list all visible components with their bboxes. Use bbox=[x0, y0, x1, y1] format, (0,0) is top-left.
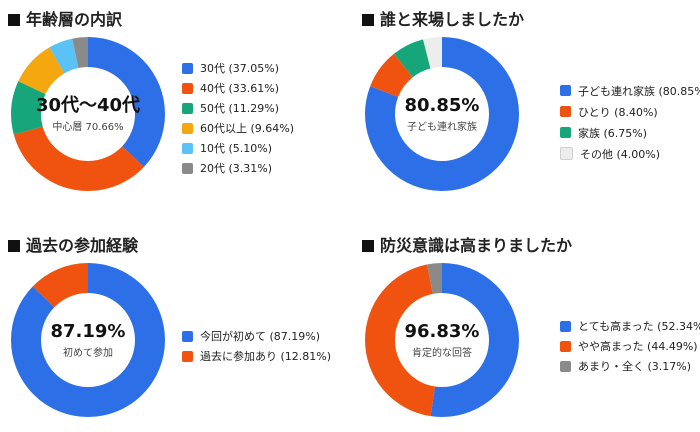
who-legend-swatch bbox=[560, 85, 571, 96]
companion-legend: 子ども連れ家族 (80.85%) ひとり (8.40%) 家族 (6.75%) その他… bbox=[560, 80, 700, 164]
age-legend-label: 60代以上 (9.64%) bbox=[200, 122, 295, 135]
title-square-icon bbox=[8, 14, 20, 26]
who-legend-swatch bbox=[560, 106, 571, 117]
age-legend-swatch bbox=[182, 142, 193, 154]
awareness-donut bbox=[362, 260, 522, 420]
bosai-legend-item: やや高まった (44.49%) bbox=[560, 336, 700, 356]
bosai-legend-item: とても高まった (52.34%) bbox=[560, 316, 700, 336]
past-slice-1 bbox=[11, 263, 165, 417]
experience-legend: 今回が初めて (87.19%) 過去に参加あり (12.81%) bbox=[182, 326, 331, 366]
age-slice-1 bbox=[11, 37, 165, 191]
bosai-slice-1 bbox=[365, 263, 519, 417]
who-legend-label: 子ども連れ家族 (80.85%) bbox=[578, 84, 700, 98]
awareness-title: 防災意識は高まりましたか bbox=[362, 232, 572, 256]
companion-title: 誰と来場しましたか bbox=[362, 6, 524, 30]
who-legend-item: 子ども連れ家族 (80.85%) bbox=[560, 80, 700, 101]
age-legend-item: 40代 (33.61%) bbox=[182, 78, 294, 98]
who-slice-3 bbox=[365, 37, 519, 191]
age-panel: 年齢層の内訳 30代〜40代 中心層 70.66% 30代 (37.05%) 40… bbox=[8, 6, 348, 206]
bosai-slice-2 bbox=[365, 263, 519, 417]
companion-donut-svg bbox=[365, 37, 519, 191]
age-slice-2 bbox=[11, 37, 165, 191]
experience-panel: 過去の参加経験 87.19% 初めて参加 今回が初めて (87.19%) 過去に参… bbox=[8, 232, 348, 432]
awareness-title-text: 防災意識は高まりましたか bbox=[380, 236, 573, 255]
who-legend-swatch bbox=[560, 147, 573, 160]
past-legend-label: 過去に参加あり (12.81%) bbox=[200, 350, 332, 363]
past-legend-swatch bbox=[182, 350, 193, 362]
age-legend-item: 60代以上 (9.64%) bbox=[182, 118, 294, 138]
age-donut bbox=[8, 34, 168, 194]
title-square-icon bbox=[362, 14, 374, 26]
companion-title-text: 誰と来場しましたか bbox=[380, 10, 525, 29]
bosai-legend-swatch bbox=[560, 360, 571, 372]
age-legend-label: 10代 (5.10%) bbox=[200, 142, 273, 155]
experience-donut-svg bbox=[11, 263, 165, 417]
age-legend-swatch bbox=[182, 122, 193, 134]
title-square-icon bbox=[8, 240, 20, 252]
experience-title: 過去の参加経験 bbox=[8, 232, 138, 256]
age-legend-item: 20代 (3.31%) bbox=[182, 158, 294, 178]
experience-donut bbox=[8, 260, 168, 420]
who-legend-item: ひとり (8.40%) bbox=[560, 101, 700, 122]
past-legend-swatch bbox=[182, 330, 193, 342]
age-legend-label: 40代 (33.61%) bbox=[200, 82, 280, 95]
past-legend-item: 過去に参加あり (12.81%) bbox=[182, 346, 331, 366]
past-legend-item: 今回が初めて (87.19%) bbox=[182, 326, 331, 346]
age-legend-label: 30代 (37.05%) bbox=[200, 62, 280, 75]
experience-title-text: 過去の参加経験 bbox=[26, 236, 139, 255]
age-title: 年齢層の内訳 bbox=[8, 6, 122, 30]
awareness-panel: 防災意識は高まりましたか 96.83% 肯定的な回答 とても高まった (52.3… bbox=[362, 232, 700, 432]
bosai-legend-label: とても高まった (52.34%) bbox=[578, 320, 700, 333]
age-legend-label: 20代 (3.31%) bbox=[200, 162, 273, 175]
age-legend-swatch bbox=[182, 162, 193, 174]
companion-donut bbox=[362, 34, 522, 194]
age-legend-item: 10代 (5.10%) bbox=[182, 138, 294, 158]
age-legend-swatch bbox=[182, 102, 193, 114]
age-legend-swatch bbox=[182, 62, 193, 74]
who-legend-swatch bbox=[560, 127, 571, 138]
age-legend-swatch bbox=[182, 82, 193, 94]
who-legend-label: ひとり (8.40%) bbox=[578, 105, 658, 119]
age-legend: 30代 (37.05%) 40代 (33.61%) 50代 (11.29%) 60代以… bbox=[182, 58, 294, 178]
who-legend-label: その他 (4.00%) bbox=[580, 147, 661, 161]
bosai-legend-label: やや高まった (44.49%) bbox=[578, 340, 698, 353]
age-legend-item: 50代 (11.29%) bbox=[182, 98, 294, 118]
past-legend-label: 今回が初めて (87.19%) bbox=[200, 330, 321, 343]
companion-panel: 誰と来場しましたか 80.85% 子ども連れ家族 子ども連れ家族 (80.85%… bbox=[362, 6, 700, 206]
awareness-legend: とても高まった (52.34%) やや高まった (44.49%) あまり・全く (3… bbox=[560, 316, 700, 376]
who-legend-item: その他 (4.00%) bbox=[560, 143, 700, 164]
age-title-text: 年齢層の内訳 bbox=[26, 10, 123, 29]
age-legend-item: 30代 (37.05%) bbox=[182, 58, 294, 78]
bosai-legend-swatch bbox=[560, 320, 571, 332]
who-legend-label: 家族 (6.75%) bbox=[578, 126, 648, 140]
bosai-legend-label: あまり・全く (3.17%) bbox=[578, 360, 692, 373]
age-legend-label: 50代 (11.29%) bbox=[200, 102, 280, 115]
bosai-legend-swatch bbox=[560, 340, 571, 352]
age-donut-svg bbox=[11, 37, 165, 191]
title-square-icon bbox=[362, 240, 374, 252]
who-legend-item: 家族 (6.75%) bbox=[560, 122, 700, 143]
bosai-legend-item: あまり・全く (3.17%) bbox=[560, 356, 700, 376]
age-slice-5 bbox=[11, 37, 165, 191]
awareness-donut-svg bbox=[365, 263, 519, 417]
